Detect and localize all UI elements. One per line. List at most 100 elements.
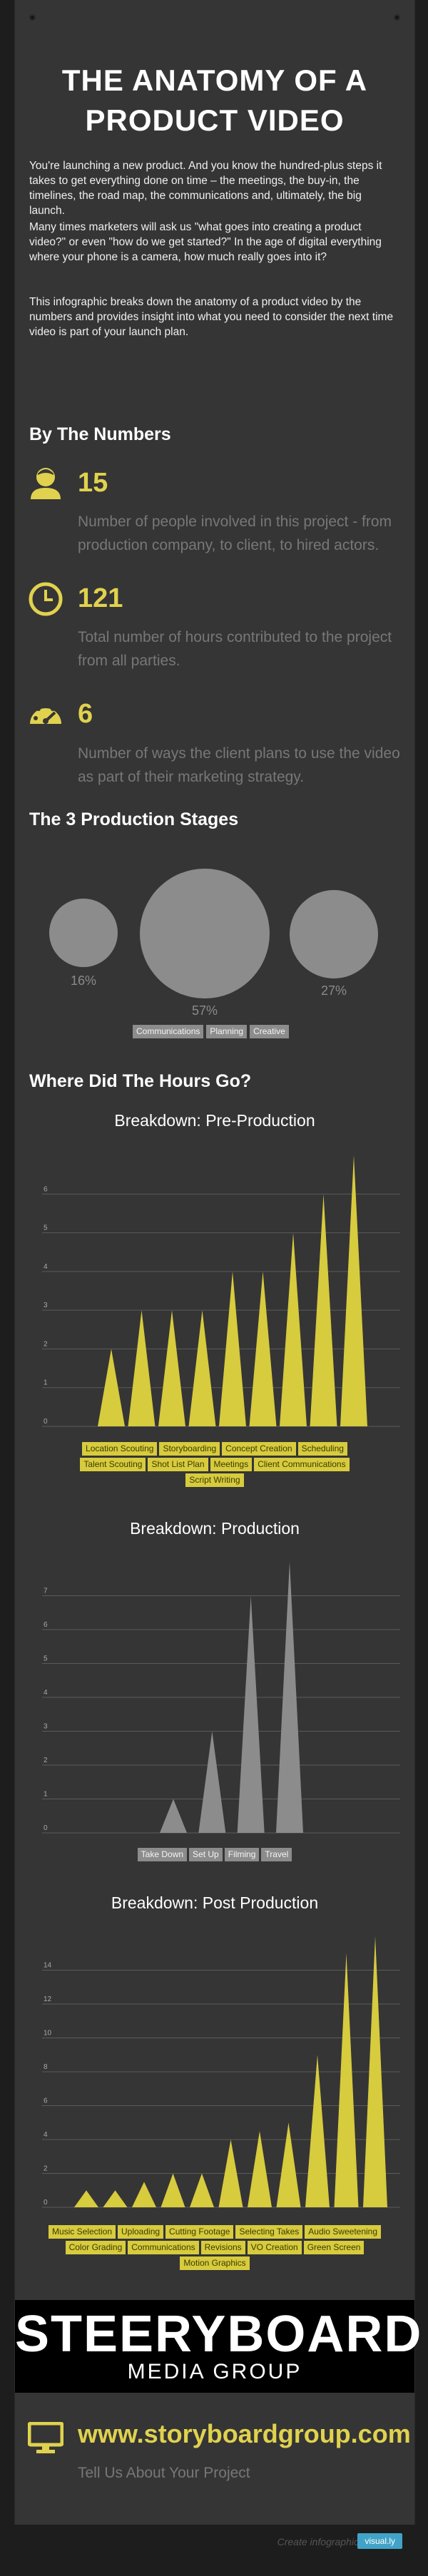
y-tick-label: 2 [44,1340,48,1348]
bar-spike [74,2190,98,2207]
logo-subtitle: MEDIA GROUP [127,2360,302,2383]
pre-production-legend: Location Scouting Storyboarding Concept Cr… [51,1442,379,1487]
category-label: Audio Sweetening [305,2225,382,2239]
screw-icon [394,14,400,21]
bar-spike [103,2190,128,2207]
category-label: Cutting Footage [165,2225,234,2239]
y-tick-label: 0 [44,2199,48,2207]
category-label: Set Up [189,1848,223,1861]
bar-spike [219,1271,246,1426]
website-link[interactable]: www.storyboardgroup.com [78,2419,411,2448]
y-tick-label: 6 [44,1621,48,1629]
production-stages-heading: The 3 Production Stages [29,809,239,829]
category-label: Color Grading [65,2241,126,2254]
bar-spike [276,2122,301,2207]
legend-item: Creative [250,1025,289,1038]
person-icon [31,468,61,499]
gauge-icon [30,702,61,724]
bar-spike [280,1232,307,1426]
chart-title: Breakdown: Pre-Production [114,1111,315,1130]
y-tick-label: 1 [44,1791,48,1799]
y-tick-label: 3 [44,1723,48,1731]
bar-spike [98,1349,125,1426]
bar-spike [305,2055,330,2207]
bar-spike [218,2140,243,2207]
category-label: Concept Creation [222,1442,296,1456]
bar-spike [160,1799,187,1833]
visually-badge[interactable]: visual.ly [357,2533,402,2549]
stat-value: 15 [78,468,108,498]
title-line-1: THE ANATOMY OF A [61,63,368,97]
stat-value: 121 [78,583,123,613]
y-tick-label: 4 [44,1263,48,1271]
post-production-chart: 0 2 4 6 8 10 12 14 [42,1936,400,2208]
stage-percent: 16% [70,973,97,988]
category-label: Filming [224,1848,260,1861]
category-label: Take Down [137,1848,188,1861]
category-label: Communications [128,2241,199,2254]
bar-spike [132,2182,156,2207]
stat-value: 6 [78,699,93,729]
bar-spike [237,1595,265,1833]
stage-percent: 27% [320,983,347,998]
y-tick-label: 5 [44,1655,48,1663]
tell-us-link[interactable]: Tell Us About Your Project [78,2465,250,2481]
production-chart: 0 1 2 3 4 5 6 7 [42,1562,400,1834]
category-label: Uploading [118,2225,164,2239]
y-tick-label: 5 [44,1225,48,1232]
y-tick-label: 4 [44,2131,48,2139]
stat-text: Number of people involved in this projec… [78,513,392,553]
bar-spike [158,1310,185,1426]
legend-item: Planning [206,1025,248,1038]
category-label: Green Screen [303,2241,365,2254]
stat-text: Number of ways the client plans to use t… [78,745,400,785]
y-tick-label: 2 [44,2165,48,2173]
logo: STEERYBOARD MEDIA GROUP [15,2300,423,2393]
intro-paragraph: Many times marketers will ask us "what g… [29,221,382,263]
monitor-icon [28,2422,63,2453]
bar-spike [310,1194,337,1426]
y-tick-label: 12 [44,1995,52,2003]
category-label: Shot List Plan [148,1458,208,1471]
pre-production-chart: 0 1 2 3 4 5 6 [42,1155,400,1427]
category-label: Script Writing [185,1473,244,1487]
category-label: Location Scouting [82,1442,158,1456]
title-line-2: PRODUCT VIDEO [85,103,345,137]
y-tick-label: 6 [44,2097,48,2105]
bar-spike [248,2131,272,2207]
chart-title: Breakdown: Production [130,1519,300,1538]
stage-bubble-communications [49,899,118,967]
screw-icon [29,14,36,21]
category-label: Revisions [200,2241,245,2254]
intro-paragraph: You're launching a new product. And you … [29,160,382,217]
bar-spike [160,2173,185,2207]
bar-spike [363,1936,387,2207]
y-tick-label: 0 [44,1824,48,1832]
stat-text: Total number of hours contributed to the… [78,629,392,669]
category-label: Meetings [210,1458,253,1471]
y-tick-label: 8 [44,2063,48,2071]
y-tick-label: 2 [44,1757,48,1764]
y-tick-label: 3 [44,1302,48,1309]
infographic-card: THE ANATOMY OF A PRODUCT VIDEO You're la… [14,0,423,2525]
category-label: Talent Scouting [80,1458,146,1471]
category-label: Client Communications [254,1458,350,1471]
bar-spike [190,2173,214,2207]
page-title: THE ANATOMY OF A PRODUCT VIDEO [15,61,414,140]
y-tick-label: 14 [44,1962,52,1970]
stage-legend: Communications Planning Creative [133,1025,289,1038]
y-tick-label: 0 [44,1418,48,1426]
footer-create-text[interactable]: Create infographics [277,2536,364,2547]
legend-item: Communications [133,1025,204,1038]
bar-spike [340,1155,367,1426]
bar-spike [198,1731,226,1833]
category-label: Travel [261,1848,292,1861]
stage-bubble-planning [140,869,270,998]
category-label: Music Selection [48,2225,116,2239]
y-tick-label: 1 [44,1379,48,1387]
y-tick-label: 7 [44,1588,48,1595]
bar-spike [188,1310,216,1426]
y-tick-label: 4 [44,1689,48,1697]
bar-spike [128,1310,156,1426]
logo-wordmark: STEERYBOARD [15,2306,423,2363]
